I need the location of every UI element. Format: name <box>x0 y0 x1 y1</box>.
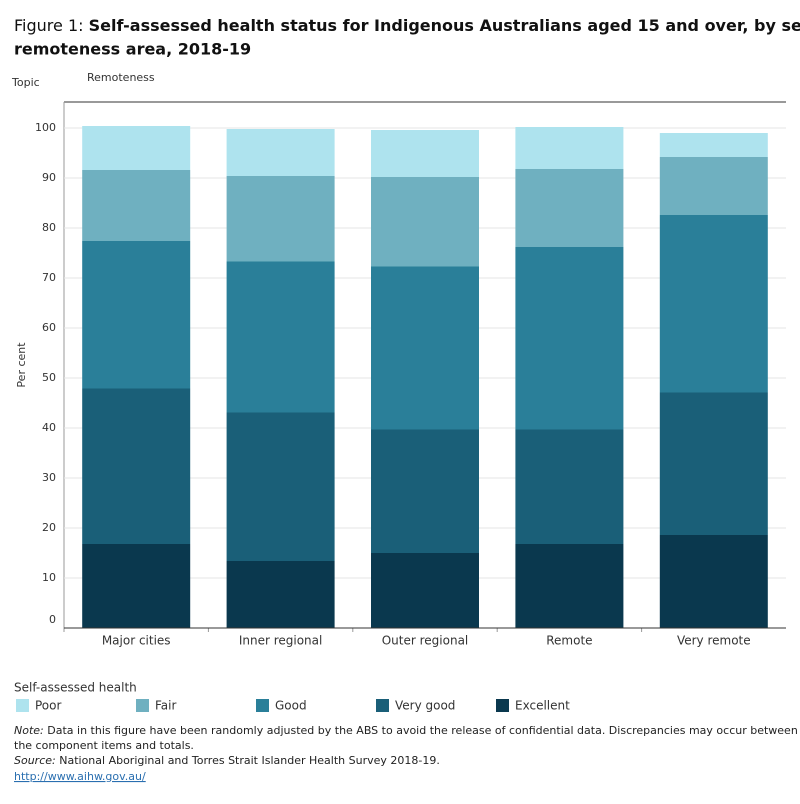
x-tick-label: Inner regional <box>239 634 323 648</box>
chart-title-2: remoteness area, 2018-19 <box>14 40 251 59</box>
bar-segment <box>659 157 768 215</box>
x-tick-label: Remote <box>546 634 592 648</box>
legend-swatch <box>496 699 509 712</box>
note-label: Note: <box>14 724 44 737</box>
legend-label: Very good <box>395 699 455 713</box>
bar-segment <box>515 127 624 169</box>
y-tick-label: 70 <box>42 271 56 284</box>
bar-segment <box>226 261 335 413</box>
x-tick-label: Outer regional <box>382 634 469 648</box>
y-tick-label: 60 <box>42 321 56 334</box>
bar-segment <box>515 169 624 247</box>
legend-label: Excellent <box>515 699 570 713</box>
link[interactable]: http://www.aihw.gov.au/ <box>14 770 146 783</box>
bar-segment <box>371 429 479 553</box>
bar-segment <box>515 429 624 544</box>
bar-segment <box>226 129 335 176</box>
y-tick-label: 80 <box>42 221 56 234</box>
x-tick-label: Very remote <box>677 634 751 648</box>
bar-segment <box>226 176 335 262</box>
y-tick-label: 10 <box>42 571 56 584</box>
bar-segment <box>515 247 624 430</box>
bar-segment <box>371 130 479 177</box>
bar-segment <box>82 544 191 628</box>
legend-label: Good <box>275 699 307 713</box>
legend-swatch <box>376 699 389 712</box>
column-header: Remoteness <box>87 71 155 84</box>
bar-segment <box>82 126 191 170</box>
bar-segment <box>82 388 191 544</box>
title-prefix: Figure 1: <box>14 16 84 35</box>
bar-segment <box>659 392 768 535</box>
legend-label: Fair <box>155 699 176 713</box>
bar-segment <box>82 241 191 389</box>
bar-segment <box>371 266 479 430</box>
title-line: Self-assessed health status for Indigeno… <box>89 16 800 35</box>
note-2: the component items and totals. <box>14 739 194 752</box>
bar-segment <box>371 553 479 628</box>
legend-label: Poor <box>35 699 61 713</box>
chart-title: Figure 1: Self-assessed health status fo… <box>14 16 800 35</box>
bar-segment <box>371 177 479 267</box>
legend-swatch <box>16 699 29 712</box>
source-text: National Aboriginal and Torres Strait Is… <box>59 754 440 767</box>
x-tick-label: Major cities <box>102 634 171 648</box>
y-axis-label: Per cent <box>15 342 28 388</box>
legend-swatch <box>256 699 269 712</box>
y-tick-label: 50 <box>42 371 56 384</box>
legend-title: Self-assessed health <box>14 681 137 695</box>
bar-segment <box>659 215 768 393</box>
bar-segment <box>82 170 191 241</box>
y-tick-label: 40 <box>42 421 56 434</box>
bar-segment <box>226 412 335 561</box>
filter-label: Topic <box>11 76 40 89</box>
y-tick-label: 0 <box>49 613 56 626</box>
y-tick-label: 30 <box>42 471 56 484</box>
bar-segment <box>659 133 768 157</box>
note: Note: Data in this figure have been rand… <box>14 724 800 737</box>
source-label: Source: <box>14 754 56 767</box>
y-tick-label: 100 <box>35 121 56 134</box>
y-tick-label: 20 <box>42 521 56 534</box>
legend-swatch <box>136 699 149 712</box>
bar-segment <box>226 561 335 628</box>
source: Source: National Aboriginal and Torres S… <box>14 754 440 767</box>
y-tick-label: 90 <box>42 171 56 184</box>
bar-segment <box>515 544 624 628</box>
bar-segment <box>659 535 768 628</box>
note-text: Data in this figure have been randomly a… <box>47 724 800 737</box>
